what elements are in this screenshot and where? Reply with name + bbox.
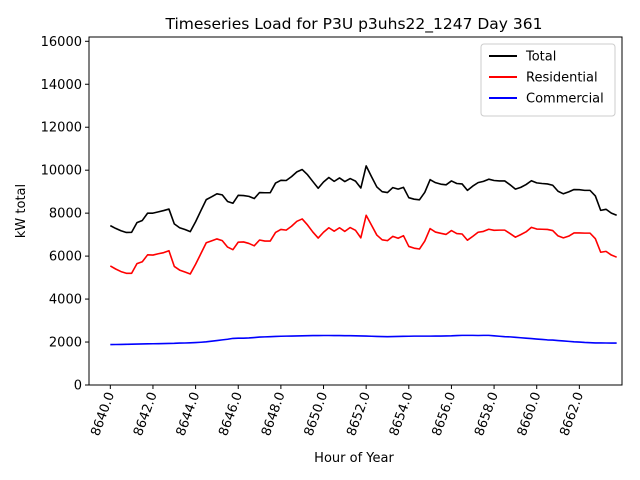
y-tick-label: 8000	[49, 207, 82, 222]
series-line-commercial	[110, 334, 617, 346]
series-layer	[109, 165, 617, 346]
y-tick-label: 6000	[49, 250, 82, 265]
chart-title: Timeseries Load for P3U p3uhs22_1247 Day…	[165, 15, 543, 34]
legend-label-total: Total	[525, 50, 556, 65]
y-tick-label: 2000	[49, 336, 82, 351]
legend: Total Residential Commercial	[480, 43, 616, 117]
y-tick-label: 4000	[49, 293, 82, 308]
y-axis-label: kW total	[14, 184, 29, 238]
legend-label-residential: Residential	[526, 71, 598, 86]
y-tick-label: 12000	[41, 121, 82, 136]
x-axis-label: Hour of Year	[314, 451, 394, 466]
series-line-residential	[109, 214, 617, 275]
plot-frame	[88, 36, 623, 386]
series-line-total	[109, 165, 617, 234]
y-tick-label: 0	[74, 379, 82, 394]
legend-label-commercial: Commercial	[526, 92, 604, 107]
y-tick-label: 16000	[41, 35, 82, 50]
y-axis: 0 2000 4000 6000 8000 10000 12000 14000 16000	[41, 35, 89, 394]
y-tick-label: 14000	[41, 78, 82, 93]
y-tick-label: 10000	[41, 164, 82, 179]
